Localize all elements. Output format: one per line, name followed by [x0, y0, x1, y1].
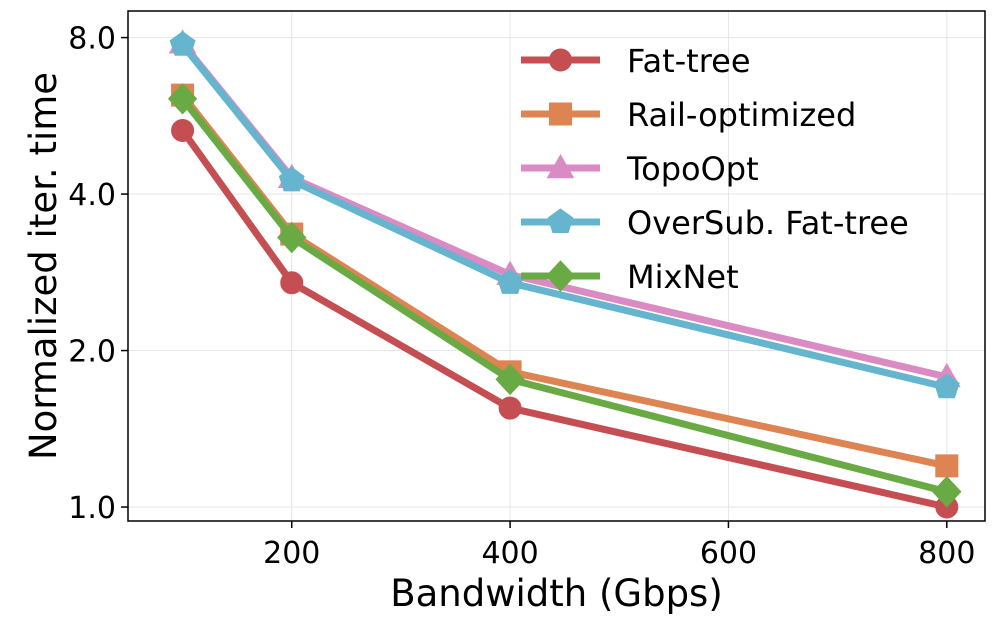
legend-label: Rail-optimized: [627, 96, 856, 134]
legend-item-oversub-fat-tree: OverSub. Fat-tree: [521, 204, 909, 242]
series-line-oversub-fat-tree: [179, 42, 948, 391]
plot-frame: [127, 10, 986, 522]
data-point-rail-optimized: [935, 454, 959, 478]
legend-marker: [546, 153, 575, 179]
series-layer: [167, 29, 962, 519]
data-point-fat-tree: [498, 396, 522, 420]
legend-label: Fat-tree: [627, 42, 751, 80]
series-line-fat-tree: [179, 128, 948, 511]
legend-marker: [549, 102, 572, 126]
legend-item-fat-tree: Fat-tree: [521, 42, 751, 80]
data-point-fat-tree: [280, 271, 304, 295]
x-axis-title: Bandwidth (Gbps): [390, 572, 723, 615]
data-point-mixnet: [932, 476, 962, 508]
data-point-oversub-fat-tree: [933, 373, 960, 399]
legend-item-rail-optimized: Rail-optimized: [521, 96, 856, 134]
grid-layer: [128, 11, 985, 521]
legend-label: MixNet: [627, 258, 739, 296]
data-point-mixnet: [277, 221, 307, 254]
data-point-mixnet: [495, 363, 525, 396]
series-oversub-fat-tree: [169, 31, 960, 399]
y-tick-label: 2.0: [68, 335, 116, 370]
x-tick-label: 600: [700, 536, 757, 571]
tick-layer: 200 400 600 800 1.0 2.0 4.0 8.0: [68, 22, 975, 571]
y-tick-label: 1.0: [68, 491, 116, 526]
data-point-oversub-fat-tree: [278, 166, 305, 192]
legend-label: OverSub. Fat-tree: [627, 204, 909, 242]
series-line-mixnet: [179, 96, 948, 496]
data-point-mixnet: [167, 83, 198, 115]
series-mixnet: [167, 83, 962, 508]
legend-item-mixnet: MixNet: [521, 258, 739, 296]
legend: Fat-tree Rail-optimized TopoOpt OverSub. Fa…: [521, 42, 909, 296]
x-tick-label: 400: [481, 536, 538, 571]
y-tick-label: 4.0: [68, 178, 116, 213]
data-point-oversub-fat-tree: [497, 269, 524, 294]
legend-item-topoopt: TopoOpt: [521, 150, 759, 188]
data-point-oversub-fat-tree: [169, 31, 196, 56]
legend-marker: [545, 260, 576, 292]
legend-label: TopoOpt: [626, 150, 759, 188]
x-tick-label: 800: [918, 536, 975, 571]
x-tick-label: 200: [263, 536, 320, 571]
y-tick-label: 8.0: [68, 22, 116, 57]
legend-marker: [549, 48, 572, 72]
data-point-fat-tree: [171, 119, 195, 143]
legend-marker: [547, 208, 574, 234]
y-axis-title: Normalized iter. time: [22, 72, 65, 460]
